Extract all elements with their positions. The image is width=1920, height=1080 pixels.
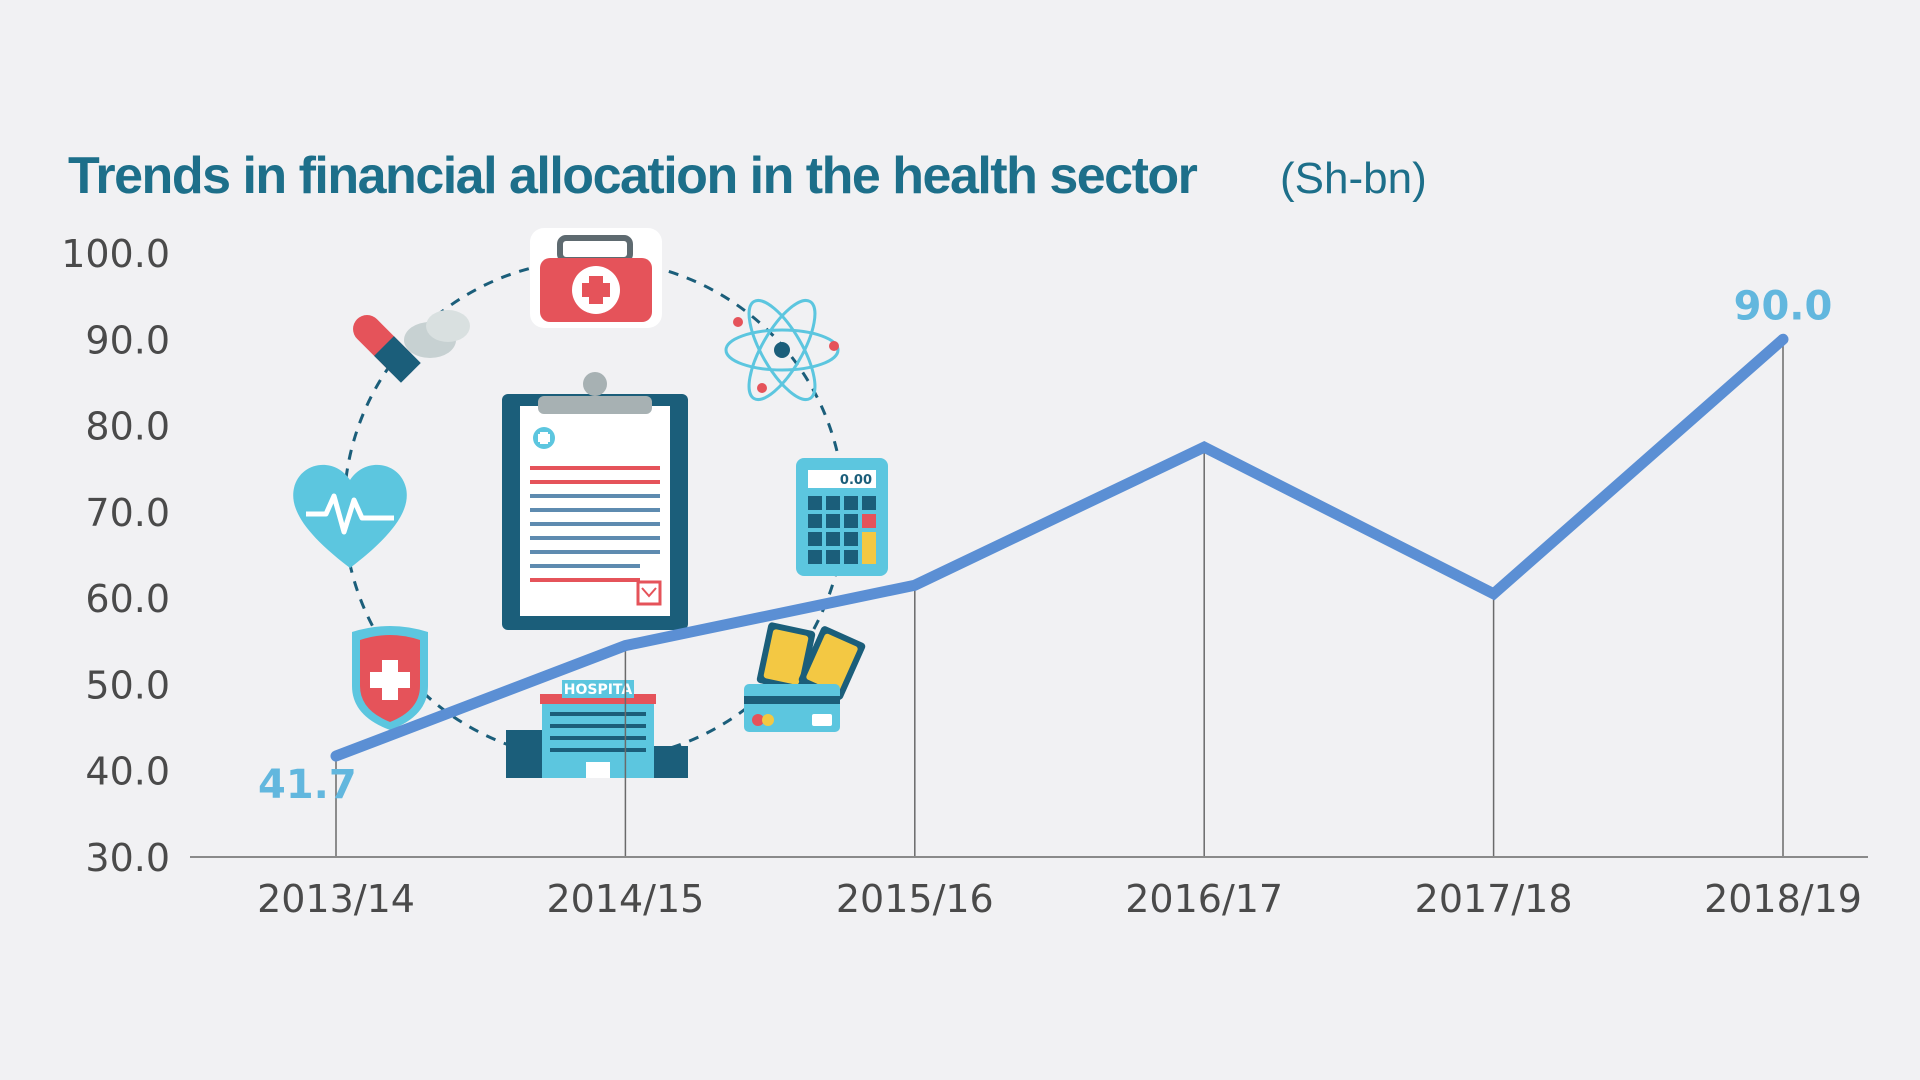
money-card-icon [744,622,866,732]
series-line [330,333,1789,762]
calculator-icon: 0.00 [796,458,888,576]
data-point [1490,590,1497,597]
data-point [1201,444,1208,451]
x-tick-label: 2015/16 [836,877,994,921]
y-tick-label: 50.0 [85,663,170,707]
y-tick-label: 30.0 [85,836,170,880]
clipboard-icon [502,372,688,630]
y-tick-label: 40.0 [85,750,170,794]
y-tick-label: 100.0 [61,232,170,276]
hospital-icon: HOSPITA [506,680,688,778]
y-tick-label: 70.0 [85,491,170,535]
y-tick-label: 60.0 [85,577,170,621]
health-icons-cluster: 0.00 [293,228,888,778]
data-label: 41.7 [258,762,357,808]
y-tick-label: 90.0 [85,318,170,362]
heart-pulse-icon [293,464,407,568]
data-point [911,582,918,589]
hospital-sign: HOSPITA [564,682,633,698]
drop-lines [335,339,1784,857]
y-tick-label: 80.0 [85,405,170,449]
x-tick-label: 2017/18 [1415,877,1573,921]
data-point [333,753,339,760]
shield-cross-icon [352,626,428,730]
atom-icon [724,298,840,402]
data-label: 90.0 [1734,283,1833,329]
first-aid-kit-icon [530,228,662,328]
data-point [1780,336,1786,343]
x-tick-label: 2014/15 [546,877,704,921]
x-tick-label: 2016/17 [1125,877,1283,921]
x-tick-label: 2018/19 [1704,877,1862,921]
calculator-display: 0.00 [840,473,872,488]
chart-title: Trends in financial allocation in the he… [68,147,1198,205]
x-tick-label: 2013/14 [257,877,415,921]
x-axis-ticks: 2013/14 2014/15 2015/16 2016/17 2017/18 2018/… [257,877,1862,921]
y-axis-ticks: 100.0 90.0 80.0 70.0 60.0 50.0 40.0 30.0 [61,232,170,880]
data-labels: 41.7 90.0 [258,283,1832,808]
pills-icon [353,310,470,383]
chart-title-unit: (Sh-bn) [1280,154,1427,203]
data-point [622,642,629,649]
